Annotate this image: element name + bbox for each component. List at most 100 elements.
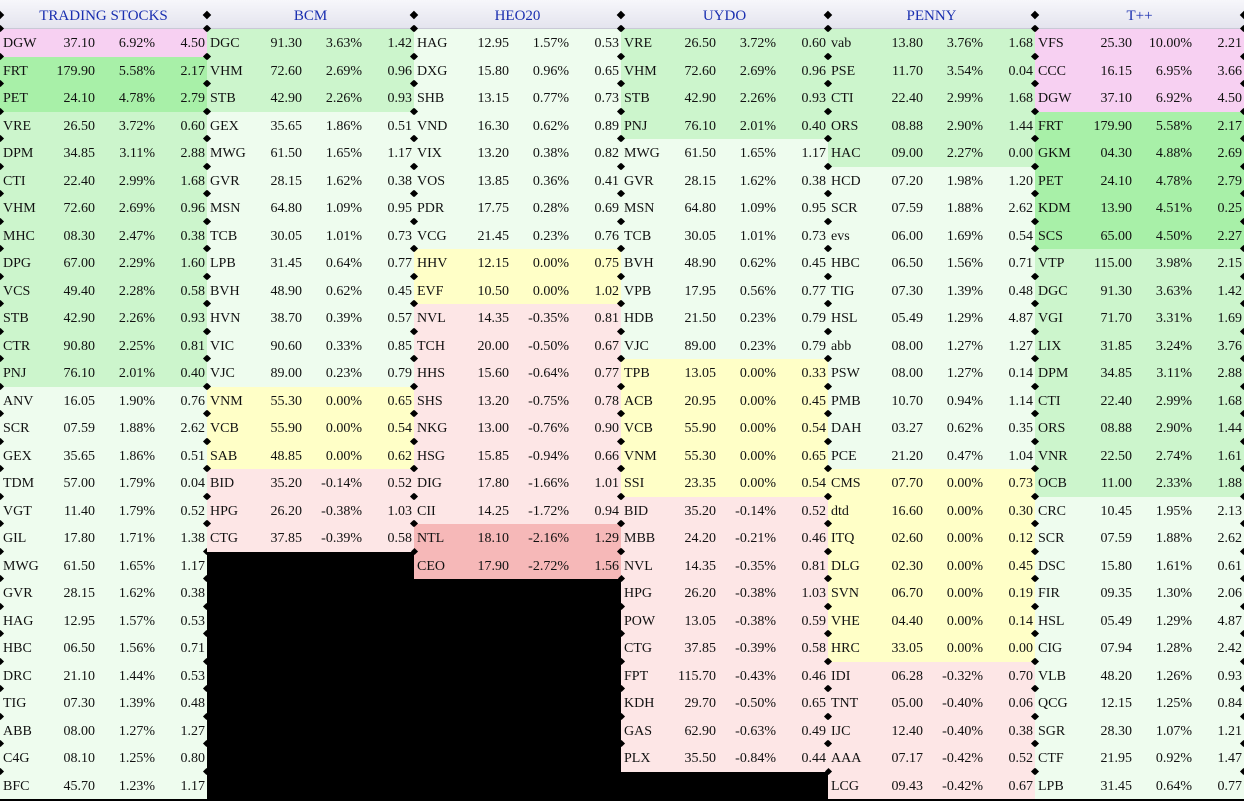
stock-row[interactable]: BVH 48.90 0.62% 0.45 <box>621 249 828 277</box>
stock-row[interactable]: SVN 06.70 0.00% 0.19 <box>828 579 1035 607</box>
column-header[interactable]: UYDO <box>621 0 828 29</box>
stock-row[interactable]: GVR 28.15 1.62% 0.38 <box>207 166 414 194</box>
stock-row[interactable]: OCB 11.00 2.33% 1.88 <box>1035 469 1244 497</box>
stock-row[interactable]: SCR 07.59 1.88% 2.62 <box>1035 524 1244 552</box>
stock-row[interactable]: NTL 18.10 -2.16% 1.29 <box>414 524 621 552</box>
stock-row[interactable]: TCH 20.00 -0.50% 0.67 <box>414 331 621 359</box>
stock-row[interactable]: TPB 13.05 0.00% 0.33 <box>621 359 828 387</box>
stock-row[interactable]: VRE 26.50 3.72% 0.60 <box>0 111 207 139</box>
stock-row[interactable]: SSI 23.35 0.00% 0.54 <box>621 469 828 497</box>
stock-row[interactable]: ACB 20.95 0.00% 0.45 <box>621 386 828 414</box>
stock-row[interactable]: HSL 05.49 1.29% 4.87 <box>1035 606 1244 634</box>
stock-row[interactable]: vab 13.80 3.76% 1.68 <box>828 29 1035 57</box>
stock-row[interactable]: DGC 91.30 3.63% 1.42 <box>1035 276 1244 304</box>
stock-row[interactable]: MSN 64.80 1.09% 0.95 <box>621 194 828 222</box>
stock-row[interactable]: GVR 28.15 1.62% 0.38 <box>0 579 207 607</box>
stock-row[interactable]: DPM 34.85 3.11% 2.88 <box>0 139 207 167</box>
stock-row[interactable]: DSC 15.80 1.61% 0.61 <box>1035 551 1244 579</box>
stock-row[interactable]: FPT 115.70 -0.43% 0.46 <box>621 661 828 689</box>
stock-row[interactable]: CCC 16.15 6.95% 3.66 <box>1035 56 1244 84</box>
stock-row[interactable]: LCG 09.43 -0.42% 0.67 <box>828 771 1035 799</box>
stock-row[interactable]: VIC 90.60 0.33% 0.85 <box>207 331 414 359</box>
stock-row[interactable]: HSL 05.49 1.29% 4.87 <box>828 304 1035 332</box>
stock-row[interactable]: VGI 71.70 3.31% 1.69 <box>1035 304 1244 332</box>
column-header[interactable]: BCM <box>207 0 414 29</box>
stock-row[interactable]: dtd 16.60 0.00% 0.30 <box>828 496 1035 524</box>
stock-row[interactable]: ABB 08.00 1.27% 1.27 <box>0 716 207 744</box>
stock-row[interactable]: LPB 31.45 0.64% 0.77 <box>1035 771 1244 799</box>
column-header[interactable]: TRADING STOCKS <box>0 0 207 29</box>
stock-row[interactable]: evs 06.00 1.69% 0.54 <box>828 221 1035 249</box>
stock-row[interactable]: MHC 08.30 2.47% 0.38 <box>0 221 207 249</box>
stock-row[interactable]: GEX 35.65 1.86% 0.51 <box>207 111 414 139</box>
stock-row[interactable]: DGW 37.10 6.92% 4.50 <box>0 29 207 57</box>
stock-row[interactable]: HPG 26.20 -0.38% 1.03 <box>621 579 828 607</box>
stock-row[interactable]: HRC 33.05 0.00% 0.00 <box>828 634 1035 662</box>
stock-row[interactable]: IJC 12.40 -0.40% 0.38 <box>828 716 1035 744</box>
stock-row[interactable]: DPG 67.00 2.29% 1.60 <box>0 249 207 277</box>
column-header[interactable]: HEO20 <box>414 0 621 29</box>
stock-row[interactable]: TIG 07.30 1.39% 0.48 <box>828 276 1035 304</box>
stock-row[interactable]: VHM 72.60 2.69% 0.96 <box>207 56 414 84</box>
stock-row[interactable]: CTI 22.40 2.99% 1.68 <box>0 166 207 194</box>
stock-row[interactable]: CTF 21.95 0.92% 1.47 <box>1035 744 1244 772</box>
stock-row[interactable]: CMS 07.70 0.00% 0.73 <box>828 469 1035 497</box>
stock-row[interactable]: DIG 17.80 -1.66% 1.01 <box>414 469 621 497</box>
stock-row[interactable]: VLB 48.20 1.26% 0.93 <box>1035 661 1244 689</box>
stock-row[interactable]: BID 35.20 -0.14% 0.52 <box>621 496 828 524</box>
stock-row[interactable]: VTP 115.00 3.98% 2.15 <box>1035 249 1244 277</box>
stock-row[interactable]: DXG 15.80 0.96% 0.65 <box>414 56 621 84</box>
stock-row[interactable]: abb 08.00 1.27% 1.27 <box>828 331 1035 359</box>
stock-row[interactable]: VJC 89.00 0.23% 0.79 <box>621 331 828 359</box>
stock-row[interactable]: QCG 12.15 1.25% 0.84 <box>1035 689 1244 717</box>
stock-row[interactable]: BVH 48.90 0.62% 0.45 <box>207 276 414 304</box>
stock-row[interactable]: ORS 08.88 2.90% 1.44 <box>1035 414 1244 442</box>
stock-row[interactable]: FRT 179.90 5.58% 2.17 <box>1035 111 1244 139</box>
stock-row[interactable]: NVL 14.35 -0.35% 0.81 <box>621 551 828 579</box>
stock-row[interactable]: TCB 30.05 1.01% 0.73 <box>621 221 828 249</box>
stock-row[interactable]: GKM 04.30 4.88% 2.69 <box>1035 139 1244 167</box>
stock-row[interactable]: PNJ 76.10 2.01% 0.40 <box>0 359 207 387</box>
stock-row[interactable]: SCS 65.00 4.50% 2.27 <box>1035 221 1244 249</box>
stock-row[interactable]: HAG 12.95 1.57% 0.53 <box>0 606 207 634</box>
stock-row[interactable]: GAS 62.90 -0.63% 0.49 <box>621 716 828 744</box>
stock-row[interactable]: IDI 06.28 -0.32% 0.70 <box>828 661 1035 689</box>
stock-row[interactable]: VOS 13.85 0.36% 0.41 <box>414 166 621 194</box>
stock-row[interactable]: ITQ 02.60 0.00% 0.12 <box>828 524 1035 552</box>
stock-row[interactable]: HAG 12.95 1.57% 0.53 <box>414 29 621 57</box>
stock-row[interactable]: SGR 28.30 1.07% 1.21 <box>1035 716 1244 744</box>
stock-row[interactable]: FRT 179.90 5.58% 2.17 <box>0 56 207 84</box>
stock-row[interactable]: CRC 10.45 1.95% 2.13 <box>1035 496 1244 524</box>
stock-row[interactable]: HPG 26.20 -0.38% 1.03 <box>207 496 414 524</box>
stock-row[interactable]: HCD 07.20 1.98% 1.20 <box>828 166 1035 194</box>
stock-row[interactable]: HDB 21.50 0.23% 0.79 <box>621 304 828 332</box>
stock-row[interactable]: PCE 21.20 0.47% 1.04 <box>828 441 1035 469</box>
stock-row[interactable]: TNT 05.00 -0.40% 0.06 <box>828 689 1035 717</box>
stock-row[interactable]: AAA 07.17 -0.42% 0.52 <box>828 744 1035 772</box>
stock-row[interactable]: PSW 08.00 1.27% 0.14 <box>828 359 1035 387</box>
stock-row[interactable]: STB 42.90 2.26% 0.93 <box>621 84 828 112</box>
stock-row[interactable]: SCR 07.59 1.88% 2.62 <box>828 194 1035 222</box>
stock-row[interactable]: HVN 38.70 0.39% 0.57 <box>207 304 414 332</box>
stock-row[interactable]: SHS 13.20 -0.75% 0.78 <box>414 386 621 414</box>
stock-row[interactable]: NVL 14.35 -0.35% 0.81 <box>414 304 621 332</box>
stock-row[interactable]: STB 42.90 2.26% 0.93 <box>0 304 207 332</box>
stock-row[interactable]: DGW 37.10 6.92% 4.50 <box>1035 84 1244 112</box>
stock-row[interactable]: VCS 49.40 2.28% 0.58 <box>0 276 207 304</box>
stock-row[interactable]: CII 14.25 -1.72% 0.94 <box>414 496 621 524</box>
stock-row[interactable]: PMB 10.70 0.94% 1.14 <box>828 386 1035 414</box>
stock-row[interactable]: VHM 72.60 2.69% 0.96 <box>621 56 828 84</box>
stock-row[interactable]: HBC 06.50 1.56% 0.71 <box>828 249 1035 277</box>
stock-row[interactable]: SCR 07.59 1.88% 2.62 <box>0 414 207 442</box>
stock-row[interactable]: HHS 15.60 -0.64% 0.77 <box>414 359 621 387</box>
stock-row[interactable]: VNR 22.50 2.74% 1.61 <box>1035 441 1244 469</box>
stock-row[interactable]: DAH 03.27 0.62% 0.35 <box>828 414 1035 442</box>
stock-row[interactable]: DLG 02.30 0.00% 0.45 <box>828 551 1035 579</box>
stock-row[interactable]: CEO 17.90 -2.72% 1.56 <box>414 551 621 579</box>
stock-row[interactable]: VPB 17.95 0.56% 0.77 <box>621 276 828 304</box>
stock-row[interactable]: FIR 09.35 1.30% 2.06 <box>1035 579 1244 607</box>
column-header[interactable]: T++ <box>1035 0 1244 29</box>
stock-row[interactable]: TDM 57.00 1.79% 0.04 <box>0 469 207 497</box>
stock-row[interactable]: CTG 37.85 -0.39% 0.58 <box>621 634 828 662</box>
column-header[interactable]: PENNY <box>828 0 1035 29</box>
